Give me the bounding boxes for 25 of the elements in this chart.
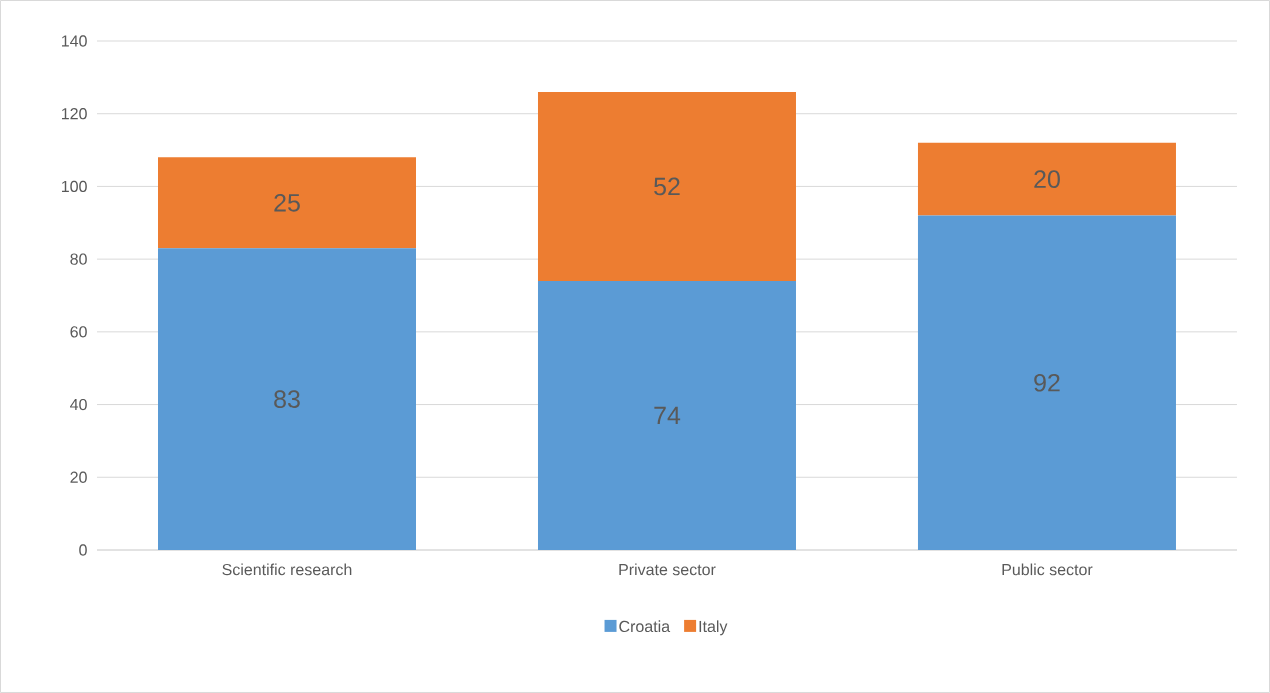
y-tick-label: 100: [62, 180, 87, 193]
bar: [158, 157, 416, 249]
x-tick-label: Scientific research: [222, 563, 352, 576]
bar: [537, 91, 796, 281]
y-tick-label: 80: [70, 253, 87, 265]
legend-label: Croatia: [619, 620, 671, 633]
bar: [917, 142, 1176, 216]
bar: [158, 248, 416, 550]
y-tick-label: 0: [79, 544, 87, 556]
data-label: 83: [274, 390, 300, 408]
bar: [537, 280, 796, 550]
y-tick-label: 40: [70, 398, 87, 411]
data-label: 52: [654, 177, 680, 196]
data-label: 74: [654, 406, 681, 425]
y-tick-label: 120: [62, 108, 87, 120]
legend-label: Italy: [699, 620, 728, 636]
y-tick-label: 140: [62, 35, 87, 47]
y-tick-label: 20: [70, 471, 87, 483]
data-label: 25: [274, 193, 300, 212]
data-label: 20: [1034, 170, 1060, 188]
x-tick-label: Public sector: [1002, 563, 1093, 576]
y-tick-label: 60: [70, 326, 87, 338]
data-label: 92: [1034, 373, 1060, 392]
bar: [917, 215, 1176, 550]
x-tick-label: Private sector: [619, 563, 716, 576]
